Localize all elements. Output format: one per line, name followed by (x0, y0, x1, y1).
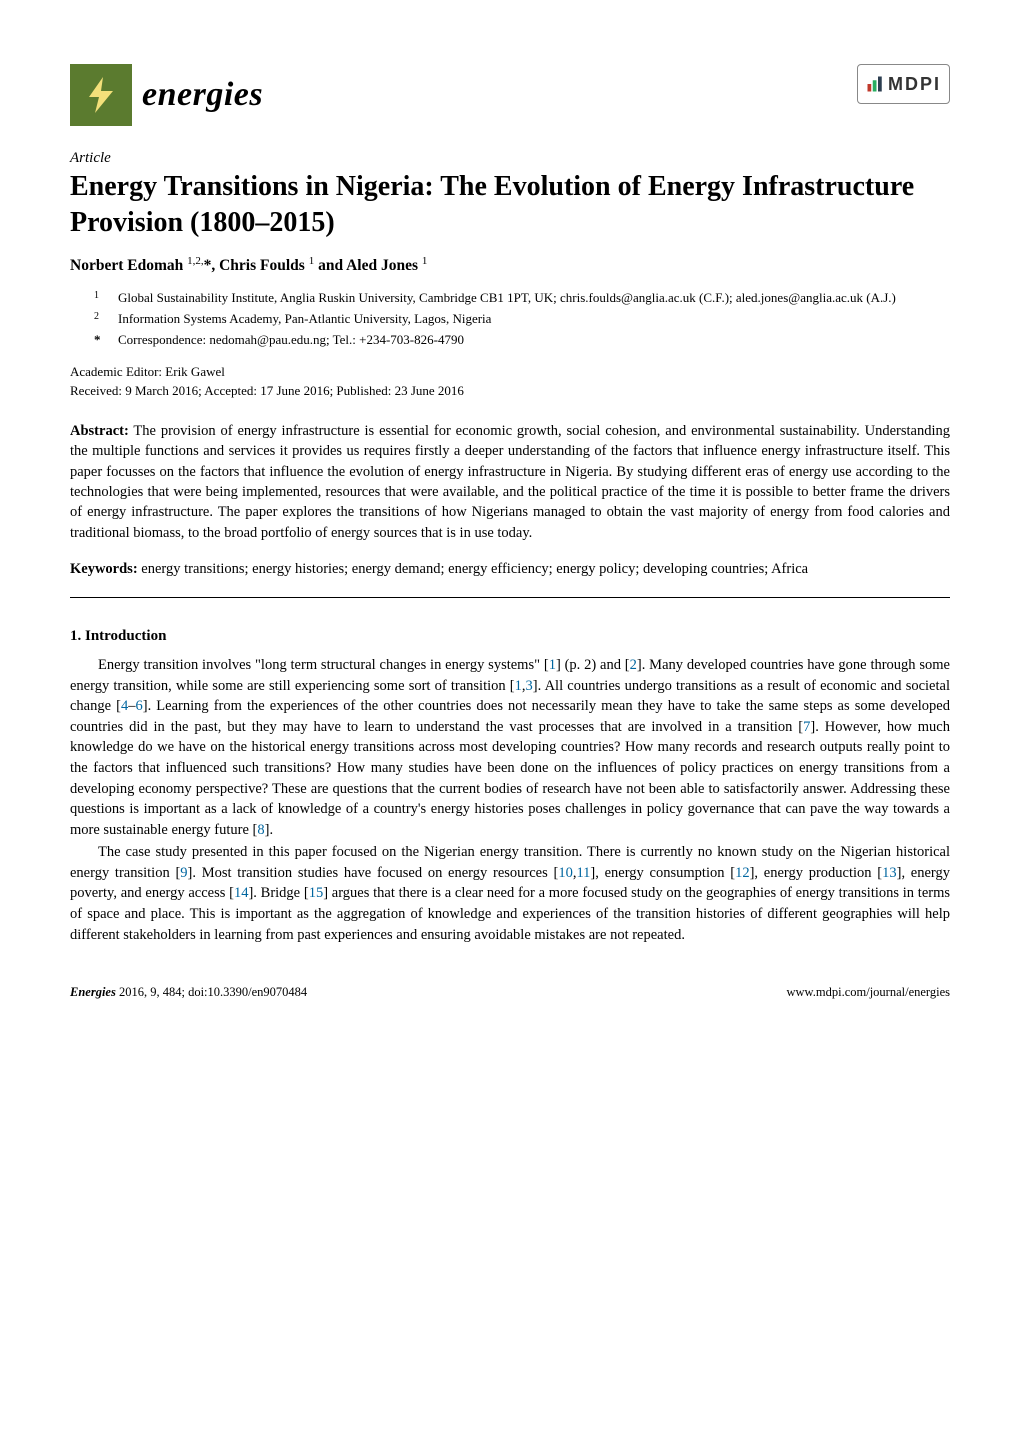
article-title: Energy Transitions in Nigeria: The Evolu… (70, 169, 950, 241)
ref-link[interactable]: 13 (882, 865, 897, 881)
affiliation-number: 2 (94, 310, 108, 329)
affiliations-block: 1 Global Sustainability Institute, Angli… (94, 289, 950, 350)
ref-link[interactable]: 3 (526, 678, 533, 694)
ref-link[interactable]: 1 (515, 678, 522, 694)
ref-link[interactable]: 1 (549, 657, 556, 673)
mdpi-icon (866, 75, 884, 93)
article-history: Received: 9 March 2016; Accepted: 17 Jun… (70, 382, 950, 401)
ref-link[interactable]: 10 (558, 865, 573, 881)
journal-logo-block: energies (70, 64, 263, 126)
ref-link[interactable]: 12 (735, 865, 750, 881)
abstract-block: Abstract: The provision of energy infras… (70, 421, 950, 543)
footer-left: Energies 2016, 9, 484; doi:10.3390/en907… (70, 985, 307, 1000)
keywords-block: Keywords: energy transitions; energy his… (70, 559, 950, 579)
keywords-label: Keywords: (70, 561, 138, 577)
header-row: energies MDPI (70, 64, 950, 126)
footer-right[interactable]: www.mdpi.com/journal/energies (786, 985, 950, 1000)
affiliation-row: 1 Global Sustainability Institute, Angli… (94, 289, 950, 308)
abstract-label: Abstract: (70, 423, 129, 439)
ref-link[interactable]: 8 (257, 822, 264, 838)
page: energies MDPI Article Energy Transitions… (0, 0, 1020, 1048)
footer-journal: Energies (70, 985, 116, 999)
affiliation-text: Information Systems Academy, Pan-Atlanti… (118, 310, 491, 329)
affiliation-text: Global Sustainability Institute, Anglia … (118, 289, 896, 308)
journal-logo-icon (70, 64, 132, 126)
ref-link[interactable]: 2 (630, 657, 637, 673)
separator-rule (70, 597, 950, 598)
keywords-text: energy transitions; energy histories; en… (138, 561, 808, 577)
correspondence-text: Correspondence: nedomah@pau.edu.ng; Tel.… (118, 331, 464, 350)
affiliation-number: 1 (94, 289, 108, 308)
ref-link[interactable]: 11 (576, 865, 590, 881)
footer-citation: 2016, 9, 484; doi:10.3390/en9070484 (116, 985, 307, 999)
affiliation-row: 2 Information Systems Academy, Pan-Atlan… (94, 310, 950, 329)
ref-link[interactable]: 15 (309, 885, 324, 901)
publisher-name: MDPI (888, 74, 941, 95)
body-paragraph: Energy transition involves "long term st… (70, 655, 950, 840)
academic-editor: Academic Editor: Erik Gawel (70, 363, 950, 382)
editor-block: Academic Editor: Erik Gawel Received: 9 … (70, 363, 950, 401)
correspondence-star: * (94, 331, 108, 350)
abstract-text: The provision of energy infrastructure i… (70, 423, 950, 540)
publisher-logo-block: MDPI (857, 64, 950, 104)
body-paragraph: The case study presented in this paper f… (70, 842, 950, 945)
authors-line: Norbert Edomah 1,2,*, Chris Foulds 1 and… (70, 255, 950, 275)
bolt-icon (81, 75, 121, 115)
section-heading: 1. Introduction (70, 628, 950, 645)
ref-link[interactable]: 14 (234, 885, 249, 901)
footer-row: Energies 2016, 9, 484; doi:10.3390/en907… (70, 985, 950, 1000)
article-type: Article (70, 150, 950, 167)
journal-name: energies (142, 76, 263, 114)
ref-link[interactable]: 6 (135, 698, 142, 714)
correspondence-row: * Correspondence: nedomah@pau.edu.ng; Te… (94, 331, 950, 350)
ref-link[interactable]: 9 (180, 865, 187, 881)
